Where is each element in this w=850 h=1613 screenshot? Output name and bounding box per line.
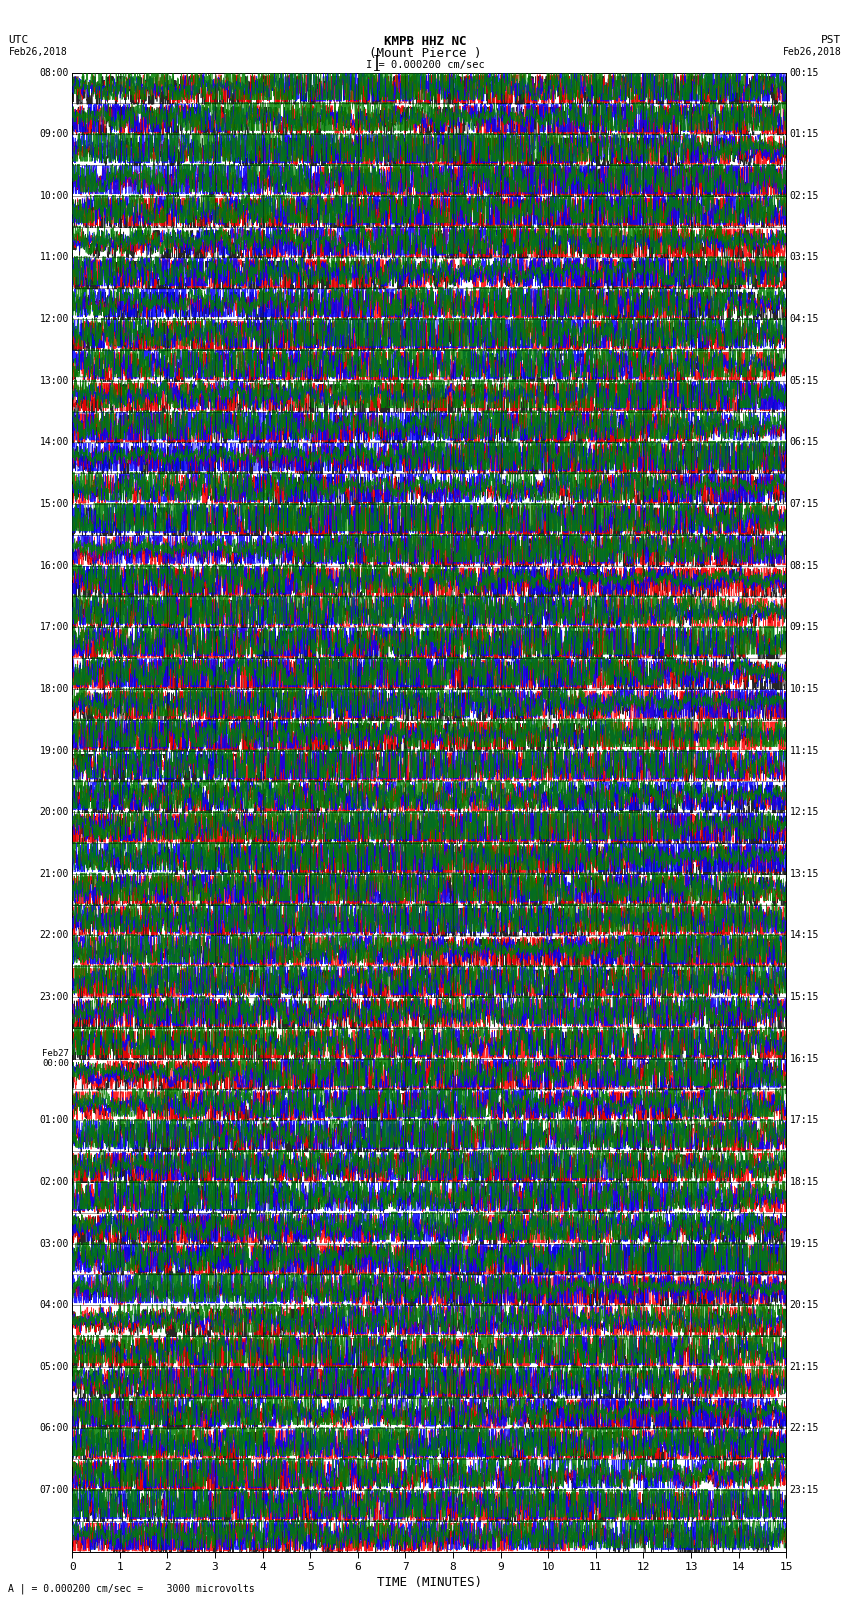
- X-axis label: TIME (MINUTES): TIME (MINUTES): [377, 1576, 482, 1589]
- Text: 23:00: 23:00: [39, 992, 69, 1002]
- Text: 08:15: 08:15: [790, 561, 819, 571]
- Text: 00:15: 00:15: [790, 68, 819, 77]
- Text: 07:15: 07:15: [790, 498, 819, 510]
- Text: 16:15: 16:15: [790, 1053, 819, 1063]
- Text: 16:00: 16:00: [39, 561, 69, 571]
- Text: 07:00: 07:00: [39, 1486, 69, 1495]
- Text: Feb27
00:00: Feb27 00:00: [42, 1048, 69, 1068]
- Text: PST: PST: [821, 35, 842, 45]
- Text: UTC: UTC: [8, 35, 29, 45]
- Text: 08:00: 08:00: [39, 68, 69, 77]
- Text: 09:15: 09:15: [790, 623, 819, 632]
- Text: 13:00: 13:00: [39, 376, 69, 386]
- Text: 01:00: 01:00: [39, 1115, 69, 1126]
- Text: 17:15: 17:15: [790, 1115, 819, 1126]
- Text: 06:00: 06:00: [39, 1423, 69, 1434]
- Text: 03:00: 03:00: [39, 1239, 69, 1248]
- Text: (Mount Pierce ): (Mount Pierce ): [369, 47, 481, 60]
- Text: 21:15: 21:15: [790, 1361, 819, 1371]
- Text: I = 0.000200 cm/sec: I = 0.000200 cm/sec: [366, 60, 484, 69]
- Text: 12:00: 12:00: [39, 315, 69, 324]
- Text: Feb26,2018: Feb26,2018: [8, 47, 67, 56]
- Text: 19:00: 19:00: [39, 745, 69, 755]
- Text: 20:00: 20:00: [39, 806, 69, 818]
- Text: 23:15: 23:15: [790, 1486, 819, 1495]
- Text: KMPB HHZ NC: KMPB HHZ NC: [383, 35, 467, 48]
- Text: 15:00: 15:00: [39, 498, 69, 510]
- Text: 18:15: 18:15: [790, 1177, 819, 1187]
- Text: 11:15: 11:15: [790, 745, 819, 755]
- Text: 10:15: 10:15: [790, 684, 819, 694]
- Text: 11:00: 11:00: [39, 253, 69, 263]
- Text: 15:15: 15:15: [790, 992, 819, 1002]
- Text: 19:15: 19:15: [790, 1239, 819, 1248]
- Text: 14:00: 14:00: [39, 437, 69, 447]
- Text: 22:00: 22:00: [39, 931, 69, 940]
- Text: 06:15: 06:15: [790, 437, 819, 447]
- Text: Feb26,2018: Feb26,2018: [783, 47, 842, 56]
- Text: 17:00: 17:00: [39, 623, 69, 632]
- Text: 20:15: 20:15: [790, 1300, 819, 1310]
- Text: 05:15: 05:15: [790, 376, 819, 386]
- Text: 09:00: 09:00: [39, 129, 69, 139]
- Text: 04:00: 04:00: [39, 1300, 69, 1310]
- Text: 02:00: 02:00: [39, 1177, 69, 1187]
- Text: 13:15: 13:15: [790, 869, 819, 879]
- Text: 01:15: 01:15: [790, 129, 819, 139]
- Text: 21:00: 21:00: [39, 869, 69, 879]
- Text: 02:15: 02:15: [790, 190, 819, 202]
- Text: 04:15: 04:15: [790, 315, 819, 324]
- Text: 14:15: 14:15: [790, 931, 819, 940]
- Text: 05:00: 05:00: [39, 1361, 69, 1371]
- Text: 22:15: 22:15: [790, 1423, 819, 1434]
- Text: 03:15: 03:15: [790, 253, 819, 263]
- Text: 18:00: 18:00: [39, 684, 69, 694]
- Text: A | = 0.000200 cm/sec =    3000 microvolts: A | = 0.000200 cm/sec = 3000 microvolts: [8, 1582, 255, 1594]
- Text: 12:15: 12:15: [790, 806, 819, 818]
- Text: 10:00: 10:00: [39, 190, 69, 202]
